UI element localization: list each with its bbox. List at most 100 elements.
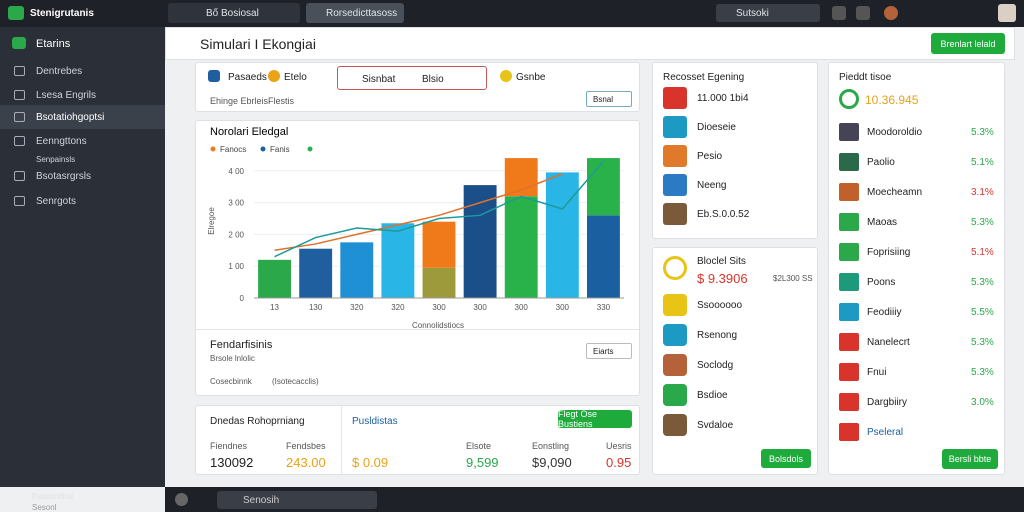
bar	[381, 223, 415, 298]
toolbar: Pasaeds Etelo Sisnbat Blsio Gsnbe Ehinge…	[195, 62, 640, 112]
line	[274, 173, 563, 252]
filter[interactable]: Ehinge Ebrleis·	[210, 96, 272, 106]
legend-swatch	[210, 146, 216, 152]
sidebar: Etarins Pastlonitlrsl Sesonl Dentrebes Ls…	[0, 27, 165, 512]
button[interactable]: Bersli bbte	[942, 449, 998, 469]
list-item[interactable]: Maoas	[867, 217, 898, 228]
change-value: 5.3%	[971, 217, 994, 228]
metric-value: 9,599	[466, 455, 499, 470]
dropdown[interactable]: Bsnal	[586, 91, 632, 107]
metric-value: $ 0.09	[352, 455, 389, 470]
toolbar-item[interactable]: Pasaeds	[228, 72, 267, 83]
thumbnail	[839, 393, 859, 411]
x-axis-label: Connolidstiocs	[412, 321, 464, 330]
tab[interactable]: Rorsedicttasoss	[306, 3, 404, 23]
x-tick-label: 300	[432, 303, 446, 312]
nav-icon	[14, 66, 25, 76]
bar	[299, 248, 333, 298]
list-item[interactable]: Ssoooooo	[697, 300, 743, 311]
thumbnail	[839, 303, 859, 321]
change-value: 3.0%	[971, 397, 994, 408]
list-item[interactable]: Moecheamn	[867, 187, 923, 198]
list-item[interactable]: Pesio	[697, 151, 723, 162]
nav-item[interactable]: Eenngttons	[36, 135, 87, 147]
stat-aside: $2L300 SS	[773, 274, 813, 283]
list-item[interactable]: 11.000 1bi4	[697, 93, 749, 104]
icon[interactable]	[832, 6, 846, 20]
list-item[interactable]: Moodoroldio	[867, 127, 923, 138]
list-item[interactable]: Eb.S.0.0.52	[697, 209, 750, 220]
list-item[interactable]: Neeng	[697, 180, 727, 191]
nav-item[interactable]: Bsotatiohgoptsi	[0, 105, 165, 129]
page-title: Simulari I Ekongiai	[200, 36, 316, 52]
filter[interactable]: Flestis	[268, 96, 295, 106]
legend-label: Fanocs	[220, 145, 246, 154]
list-item[interactable]: Paolio	[867, 157, 895, 168]
thumbnail	[839, 333, 859, 351]
select[interactable]: Sisnbat Blsio	[337, 66, 487, 90]
button[interactable]: Flegt Ose Bustiens	[558, 409, 632, 429]
bottom-bar: Senosih	[165, 487, 1024, 512]
button[interactable]: Bolsdols	[761, 449, 811, 468]
list-item[interactable]: Fnui	[867, 367, 887, 378]
y-axis-label: Elregoe	[207, 207, 216, 235]
nav-icon	[14, 196, 25, 206]
nav-item[interactable]: Dentrebes	[36, 65, 83, 77]
icon[interactable]	[175, 493, 188, 506]
recent-card: Recosset Egening 11.000 1bi4 Dioeseie Pesi…	[652, 62, 818, 239]
x-tick-label: 330	[597, 303, 611, 312]
change-value: 5.3%	[971, 277, 994, 288]
search-box[interactable]: Sutsoki	[716, 4, 820, 22]
list-item[interactable]: Poons	[867, 277, 896, 288]
list-item[interactable]: Svdaloe	[697, 420, 734, 431]
tab[interactable]: Bố Bosiosal	[168, 3, 300, 23]
search-box[interactable]: Senosih	[217, 491, 377, 509]
change-value: 5.1%	[971, 157, 994, 168]
thumbnail	[839, 153, 859, 171]
primary-button[interactable]: Brenlart lelald	[931, 33, 1005, 54]
bar	[463, 185, 497, 298]
nav-item[interactable]: Senrgots	[36, 195, 77, 207]
list-item[interactable]: Foprisiing	[867, 247, 911, 258]
bar	[340, 242, 374, 298]
thumbnail	[663, 87, 687, 109]
sidebar-title: Etarins	[36, 38, 71, 50]
metric-label: Fiendnes	[210, 441, 248, 451]
avatar[interactable]	[884, 6, 898, 20]
tab[interactable]: Pusldistas	[352, 416, 398, 427]
list-item[interactable]: Rsenong	[697, 330, 738, 341]
nav-item[interactable]: Bsotasrgrsls	[36, 170, 92, 182]
list-item[interactable]: Bsdioe	[697, 390, 728, 401]
list-item[interactable]: Soclodg	[697, 360, 734, 371]
toolbar-item[interactable]: Gsnbe	[516, 72, 546, 83]
icon	[663, 256, 687, 280]
y-tick-label: 3 00	[228, 199, 244, 208]
dropdown[interactable]: Eiarts	[586, 343, 632, 359]
bar	[587, 215, 620, 298]
nav-item[interactable]: Senpainsls	[36, 154, 76, 164]
app-name: Stenigrutanis	[30, 8, 94, 19]
list-item[interactable]: Nanelecrt	[867, 337, 910, 348]
section-subtitle: Brsole lnlolic	[210, 354, 255, 363]
avatar[interactable]	[998, 4, 1016, 22]
nav-icon	[14, 171, 25, 181]
list-item[interactable]: Dargbiiry	[867, 397, 908, 408]
thumbnail	[663, 414, 687, 436]
bar	[422, 221, 456, 268]
icon[interactable]	[856, 6, 870, 20]
ranking-card: Pieddt tisoe 10.36.945 Bersli bbte Moodo…	[828, 62, 1005, 475]
bar	[258, 259, 291, 298]
list-item[interactable]: Feodiiiy	[867, 307, 902, 318]
thumbnail	[663, 116, 687, 138]
icon	[208, 70, 220, 82]
summary-card: Dnedas Rohoprniang Pusldistas Flegt Ose …	[195, 405, 640, 475]
toolbar-item[interactable]: Etelo	[284, 72, 307, 83]
change-value: 5.3%	[971, 337, 994, 348]
nav-icon	[14, 112, 25, 122]
list-item[interactable]: Pseleral	[867, 427, 904, 438]
footer-text: (Isotecacclis)	[272, 377, 319, 386]
thumbnail	[663, 354, 687, 376]
list-item[interactable]: Dioeseie	[697, 122, 736, 133]
nav-item[interactable]: Lsesa Engrils	[36, 89, 97, 101]
